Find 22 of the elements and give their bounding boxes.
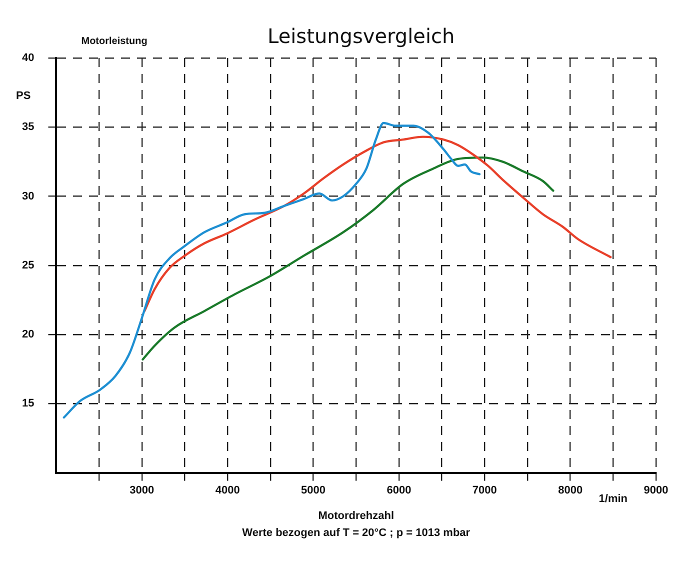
y-tick-label: 40 [22, 52, 34, 64]
line-series [142, 156, 554, 361]
y-axis-title: Motorleistung [81, 36, 148, 47]
y-tick-label: 20 [22, 328, 34, 341]
text: PS [16, 90, 31, 102]
chart-title: Leistungsvergleich [268, 24, 455, 48]
y-tick-label: 35 [22, 121, 34, 134]
x-tick-label: 7000 [472, 484, 497, 496]
y-tick-label: 25 [22, 259, 34, 272]
y-tick-label: 15 [22, 398, 34, 410]
x-tick-label: 3000 [130, 484, 154, 496]
x-tick-label: 5000 [301, 484, 326, 496]
text: Werte bezogen auf T = 20°C ; p = 1013 mbar [242, 526, 471, 539]
x-axis-title: Motordrehzahl [318, 510, 394, 522]
x-tick-label: 6000 [386, 484, 412, 496]
x-tick-label: 4000 [215, 484, 240, 496]
line-series [62, 122, 481, 419]
y-tick-label: 30 [22, 190, 34, 202]
line-series [143, 136, 612, 312]
x-tick-label: 8000 [558, 484, 583, 496]
text: 1/min [598, 492, 628, 505]
x-tick-label: 9000 [644, 484, 668, 496]
